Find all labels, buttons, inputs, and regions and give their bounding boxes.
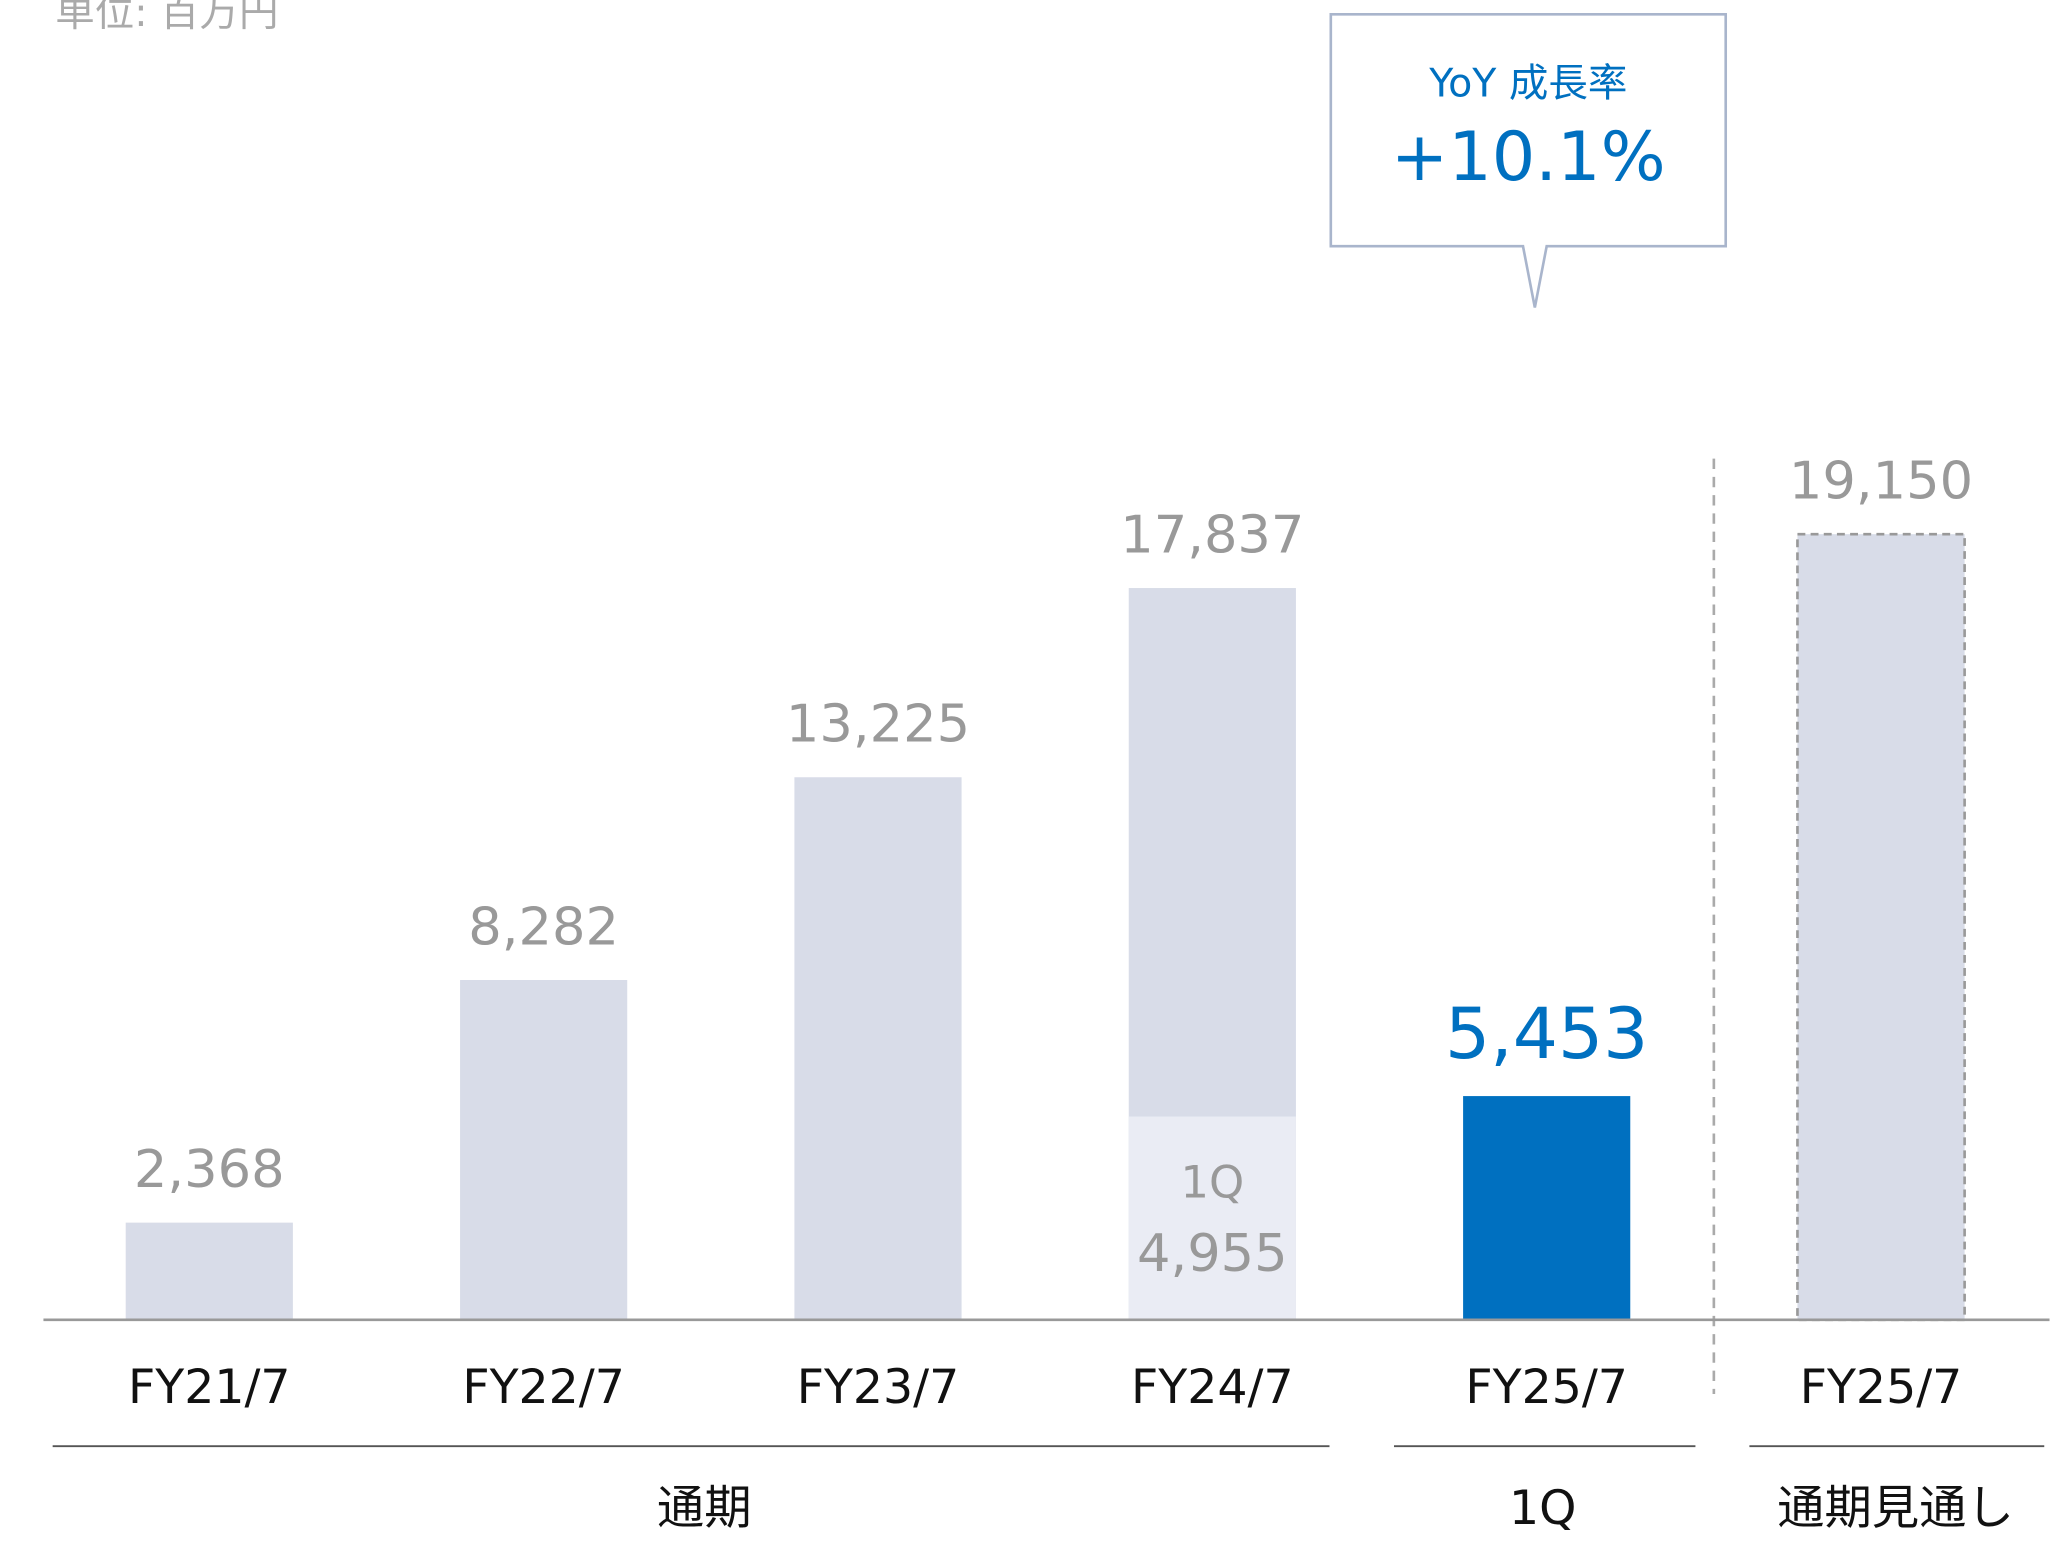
bar — [460, 980, 628, 1320]
x-tick-label: FY21/7 — [128, 1360, 291, 1415]
callout-value: +10.1% — [1391, 118, 1666, 197]
value-label: 2,368 — [134, 1139, 285, 1200]
overlay-bar — [1128, 1116, 1296, 1320]
x-tick-label: FY25/7 — [1465, 1360, 1628, 1415]
unit-label: 単位: 百万円 — [55, 0, 278, 36]
bar — [794, 777, 962, 1320]
callout-label: YoY 成長率 — [1428, 62, 1627, 107]
group-label: 通期見通し — [1777, 1481, 2014, 1536]
bar — [125, 1222, 293, 1320]
bar — [1463, 1096, 1631, 1320]
value-label: 19,150 — [1789, 451, 1973, 512]
overlay-label: 1Q — [1180, 1158, 1244, 1209]
value-label: 5,453 — [1445, 993, 1648, 1076]
x-tick-label: FY24/7 — [1131, 1360, 1294, 1415]
group-label: 通期 — [657, 1481, 752, 1536]
value-label: 8,282 — [468, 897, 619, 958]
bar — [1796, 532, 1966, 1322]
x-tick-label: FY25/7 — [1800, 1360, 1963, 1415]
value-label: 17,837 — [1120, 505, 1304, 566]
callout-box — [1329, 13, 1728, 308]
group-label: 1Q — [1509, 1481, 1576, 1536]
x-tick-label: FY23/7 — [797, 1360, 960, 1415]
overlay-value-label: 4,955 — [1137, 1223, 1288, 1284]
value-label: 13,225 — [786, 694, 970, 755]
x-tick-label: FY22/7 — [462, 1360, 625, 1415]
